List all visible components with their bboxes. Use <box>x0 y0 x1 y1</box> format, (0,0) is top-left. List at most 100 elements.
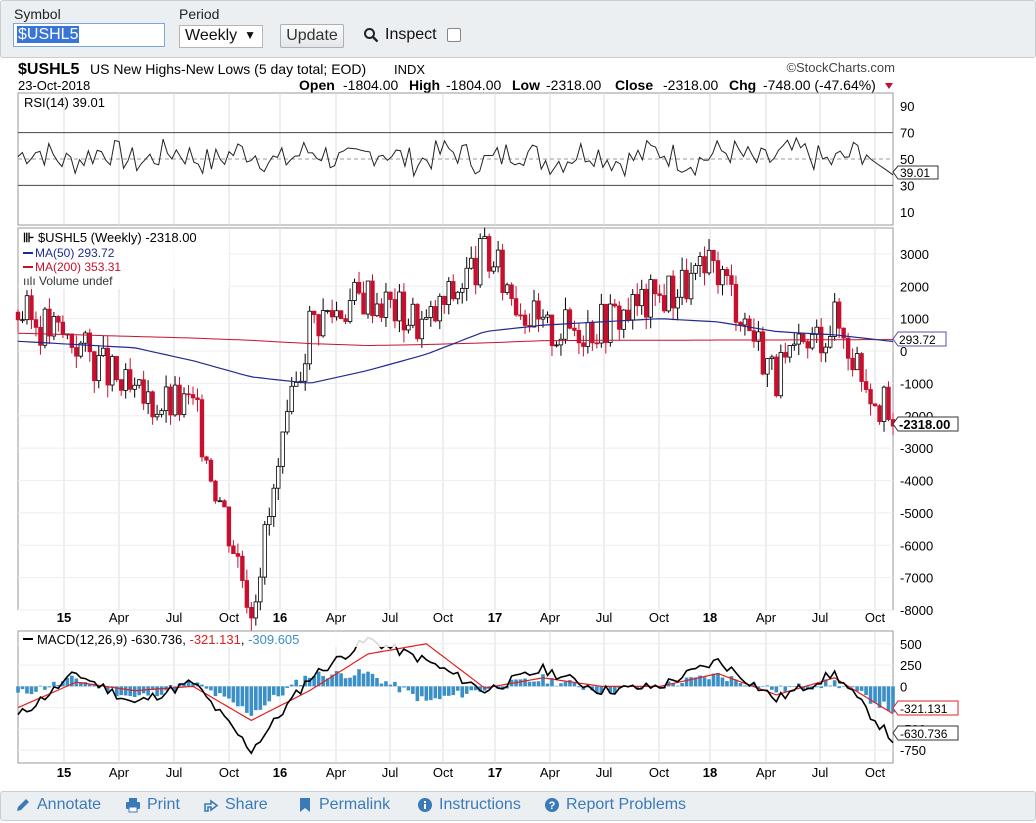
price-bar <box>437 295 442 322</box>
share-link[interactable]: Share <box>203 796 268 814</box>
price-bar <box>841 327 846 339</box>
info-icon <box>418 798 432 812</box>
macd-hist-bar <box>384 681 388 687</box>
instructions-link[interactable]: Instructions <box>417 796 521 814</box>
question-icon: ? <box>545 798 559 812</box>
macd-hist-bar <box>280 686 285 696</box>
macd-hist-bar <box>150 686 155 691</box>
macd-hist-bar <box>716 673 720 687</box>
macd-value-badge: -630.736 <box>892 725 959 741</box>
report-problems-link[interactable]: ? Report Problems <box>544 796 686 814</box>
price-bar <box>675 296 680 309</box>
price-bar <box>60 321 66 335</box>
price-bar <box>258 576 263 603</box>
price-bar <box>594 342 600 345</box>
annotate-link[interactable]: Annotate <box>15 796 101 814</box>
price-tick-label: -7000 <box>900 571 933 586</box>
macd-hist-bar <box>366 671 370 687</box>
price-bar <box>599 303 604 344</box>
price-bar <box>51 316 57 337</box>
permalink-link[interactable]: Permalink <box>297 796 390 814</box>
price-bar <box>92 351 97 382</box>
macd-hist-bar <box>79 682 83 687</box>
price-bar <box>365 280 371 315</box>
macd-hist-bar <box>828 685 832 687</box>
date-tick-label: Oct <box>219 765 240 780</box>
price-bar <box>881 386 887 422</box>
macd-hist-bar <box>321 675 325 687</box>
macd-hist-bar <box>236 686 240 707</box>
price-bar <box>486 236 492 272</box>
price-bar <box>132 384 137 390</box>
price-bar <box>329 310 335 318</box>
price-bar <box>648 279 653 318</box>
period-select-value: Weekly <box>185 27 238 44</box>
macd-hist-bar <box>240 686 245 707</box>
date-tick-label: 16 <box>273 765 287 780</box>
macd-hist-bar <box>132 686 137 697</box>
inspect-toggle[interactable]: Inspect <box>363 26 461 44</box>
macd-line <box>17 636 894 755</box>
macd-hist-bar <box>774 686 779 693</box>
date-tick-label: 17 <box>488 610 502 625</box>
price-bar <box>585 322 591 347</box>
price-bar <box>652 279 658 295</box>
price-tick-label: 1000 <box>900 312 929 327</box>
macd-signal-badge-text: -321.131 <box>900 702 948 716</box>
price-bar <box>868 389 873 405</box>
symbol-label: Symbol <box>14 6 61 22</box>
price-bar <box>383 291 389 318</box>
price-bar <box>442 295 447 305</box>
legend-volume: ıılı Volume undef <box>23 274 113 288</box>
period-select[interactable]: Weekly ▼ <box>179 25 263 48</box>
macd-hist-bar <box>693 677 698 687</box>
price-bar <box>644 288 649 318</box>
price-bar <box>765 358 770 375</box>
chg-label: Chg <box>729 77 756 93</box>
price-bar <box>307 310 312 365</box>
macd-hist-bar <box>38 685 43 687</box>
inspect-checkbox[interactable] <box>446 28 461 42</box>
macd-hist-bar <box>357 669 361 687</box>
macd-hist-bar <box>245 686 249 713</box>
macd-hist-bar <box>397 686 402 693</box>
macd-hist-bar <box>770 686 774 690</box>
price-bar <box>204 456 209 461</box>
price-bar <box>24 295 30 321</box>
update-button[interactable]: Update <box>280 24 344 48</box>
macd-hist-bar <box>886 686 891 711</box>
macd-hist-bar <box>572 682 577 687</box>
price-bar <box>518 314 523 317</box>
price-legend: ⊪ $USHL5 (Weekly) -2318.00 MA(50) 293.72… <box>19 229 229 289</box>
price-bar <box>226 506 232 547</box>
symbol-input[interactable]: $USHL5 <box>13 23 165 47</box>
print-link[interactable]: Print <box>125 796 180 814</box>
price-bar <box>397 291 402 322</box>
date-tick-label: Apr <box>326 610 347 625</box>
macd-tick-label: 250 <box>900 658 922 673</box>
price-bar <box>271 487 276 517</box>
price-bar <box>590 322 595 344</box>
price-bar <box>783 352 788 358</box>
price-bar <box>850 357 855 371</box>
ma50-badge-text: 293.72 <box>899 333 936 347</box>
macd-hist-bar <box>218 686 222 694</box>
macd-hist-bar <box>424 686 429 701</box>
price-bar <box>419 318 425 340</box>
date-axis-bottom: 15 Apr Jul Oct 16 Apr Jul Oct 17 Apr Jul Oct 18 Apr Ju… <box>57 765 886 780</box>
price-bar <box>74 347 79 357</box>
macd-hist-bar <box>343 678 348 687</box>
price-bar <box>267 516 272 526</box>
macd-hist-bar <box>406 686 411 691</box>
macd-hist-bar <box>87 683 92 687</box>
macd-hist-bar <box>119 686 124 696</box>
price-bar <box>433 306 438 322</box>
price-bar <box>334 310 339 318</box>
price-bar <box>661 295 667 312</box>
price-bar <box>805 341 810 349</box>
header-exchange: INDX <box>394 62 425 77</box>
price-bar <box>150 391 155 418</box>
price-bar <box>87 332 92 353</box>
macd-hist-bar <box>254 686 258 711</box>
macd-hist-bar <box>83 682 88 687</box>
